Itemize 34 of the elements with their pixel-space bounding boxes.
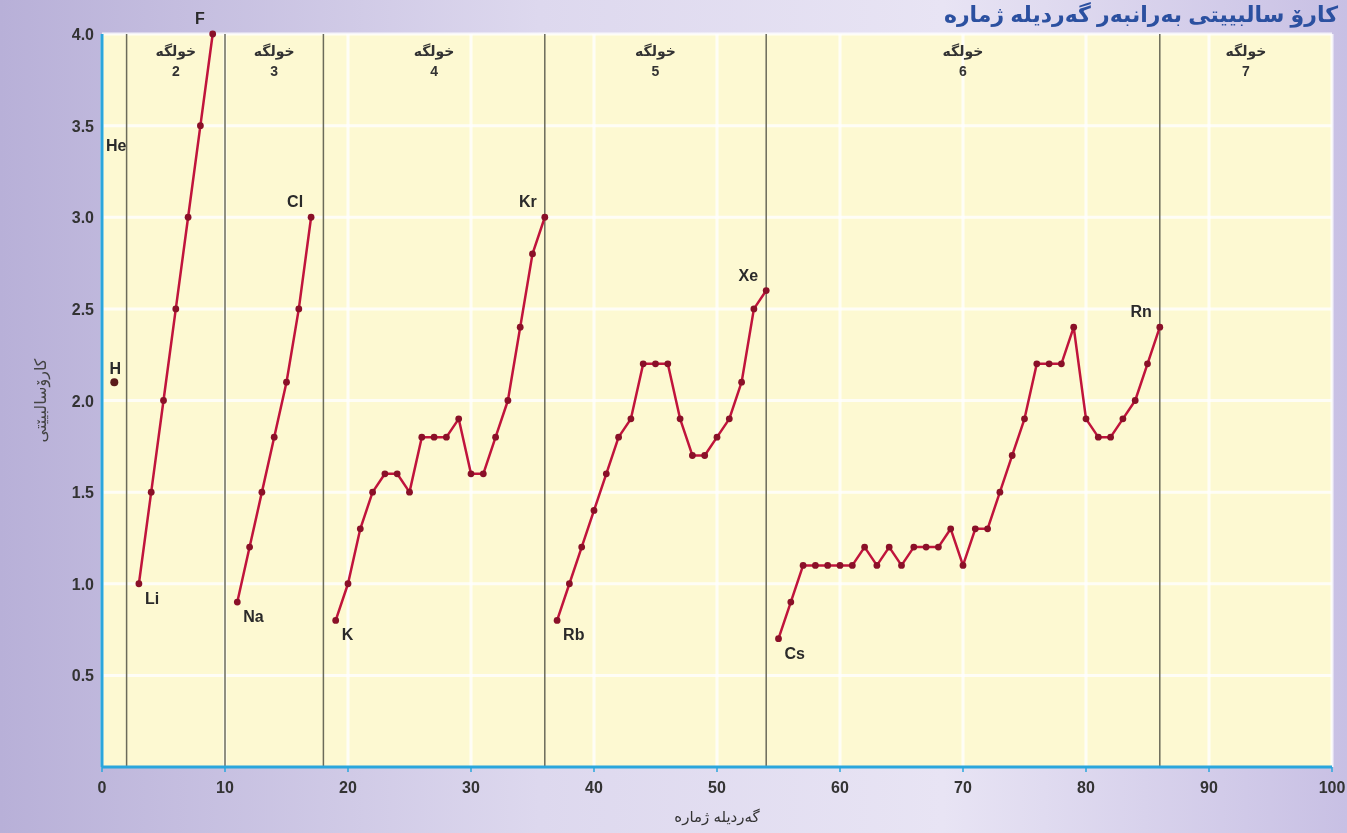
- x-tick-label: 80: [1077, 779, 1095, 796]
- x-tick-label: 60: [831, 779, 849, 796]
- y-tick-label: 2.0: [71, 392, 95, 410]
- annotation: Cl: [287, 193, 304, 211]
- x-axis-title: گەردیلە ژمارە: [674, 808, 761, 826]
- x-tick-label: 0: [97, 779, 107, 796]
- x-tick-label: 100: [1318, 779, 1346, 796]
- x-tick-label: 90: [1200, 779, 1218, 796]
- y-tick-label: 3.0: [71, 209, 95, 227]
- x-tick-label: 40: [585, 779, 603, 796]
- annotation: Rb: [563, 626, 585, 644]
- y-tick-label: 3.5: [71, 117, 95, 135]
- x-tick-label: 70: [954, 779, 972, 796]
- annotation: Li: [144, 589, 160, 607]
- annotation: F: [194, 10, 205, 27]
- annotation: Xe: [738, 266, 759, 284]
- annotation: Kr: [519, 193, 537, 211]
- y-tick-label: 1.0: [71, 575, 95, 593]
- x-tick-label: 50: [708, 779, 726, 796]
- annotation: H: [109, 360, 122, 378]
- y-tick-label: 1.5: [71, 484, 95, 502]
- y-tick-label: 2.5: [71, 300, 95, 318]
- x-tick-label: 20: [339, 779, 357, 796]
- annotation: He: [106, 137, 127, 155]
- y-axis-title: کارۆسالبیێتی: [32, 358, 51, 443]
- y-tick-label: 4.0: [71, 26, 95, 43]
- annotation: Na: [243, 608, 264, 626]
- x-tick-label: 30: [462, 779, 480, 796]
- y-tick-label: 0.5: [71, 667, 95, 685]
- chart-title: کارۆ سالبییتی بەرانبەر گەردیلە ژمارە: [943, 1, 1339, 28]
- annotation: K: [341, 626, 354, 644]
- x-tick-label: 10: [216, 779, 234, 796]
- annotation: Rn: [1130, 303, 1152, 321]
- annotation: Cs: [784, 644, 806, 662]
